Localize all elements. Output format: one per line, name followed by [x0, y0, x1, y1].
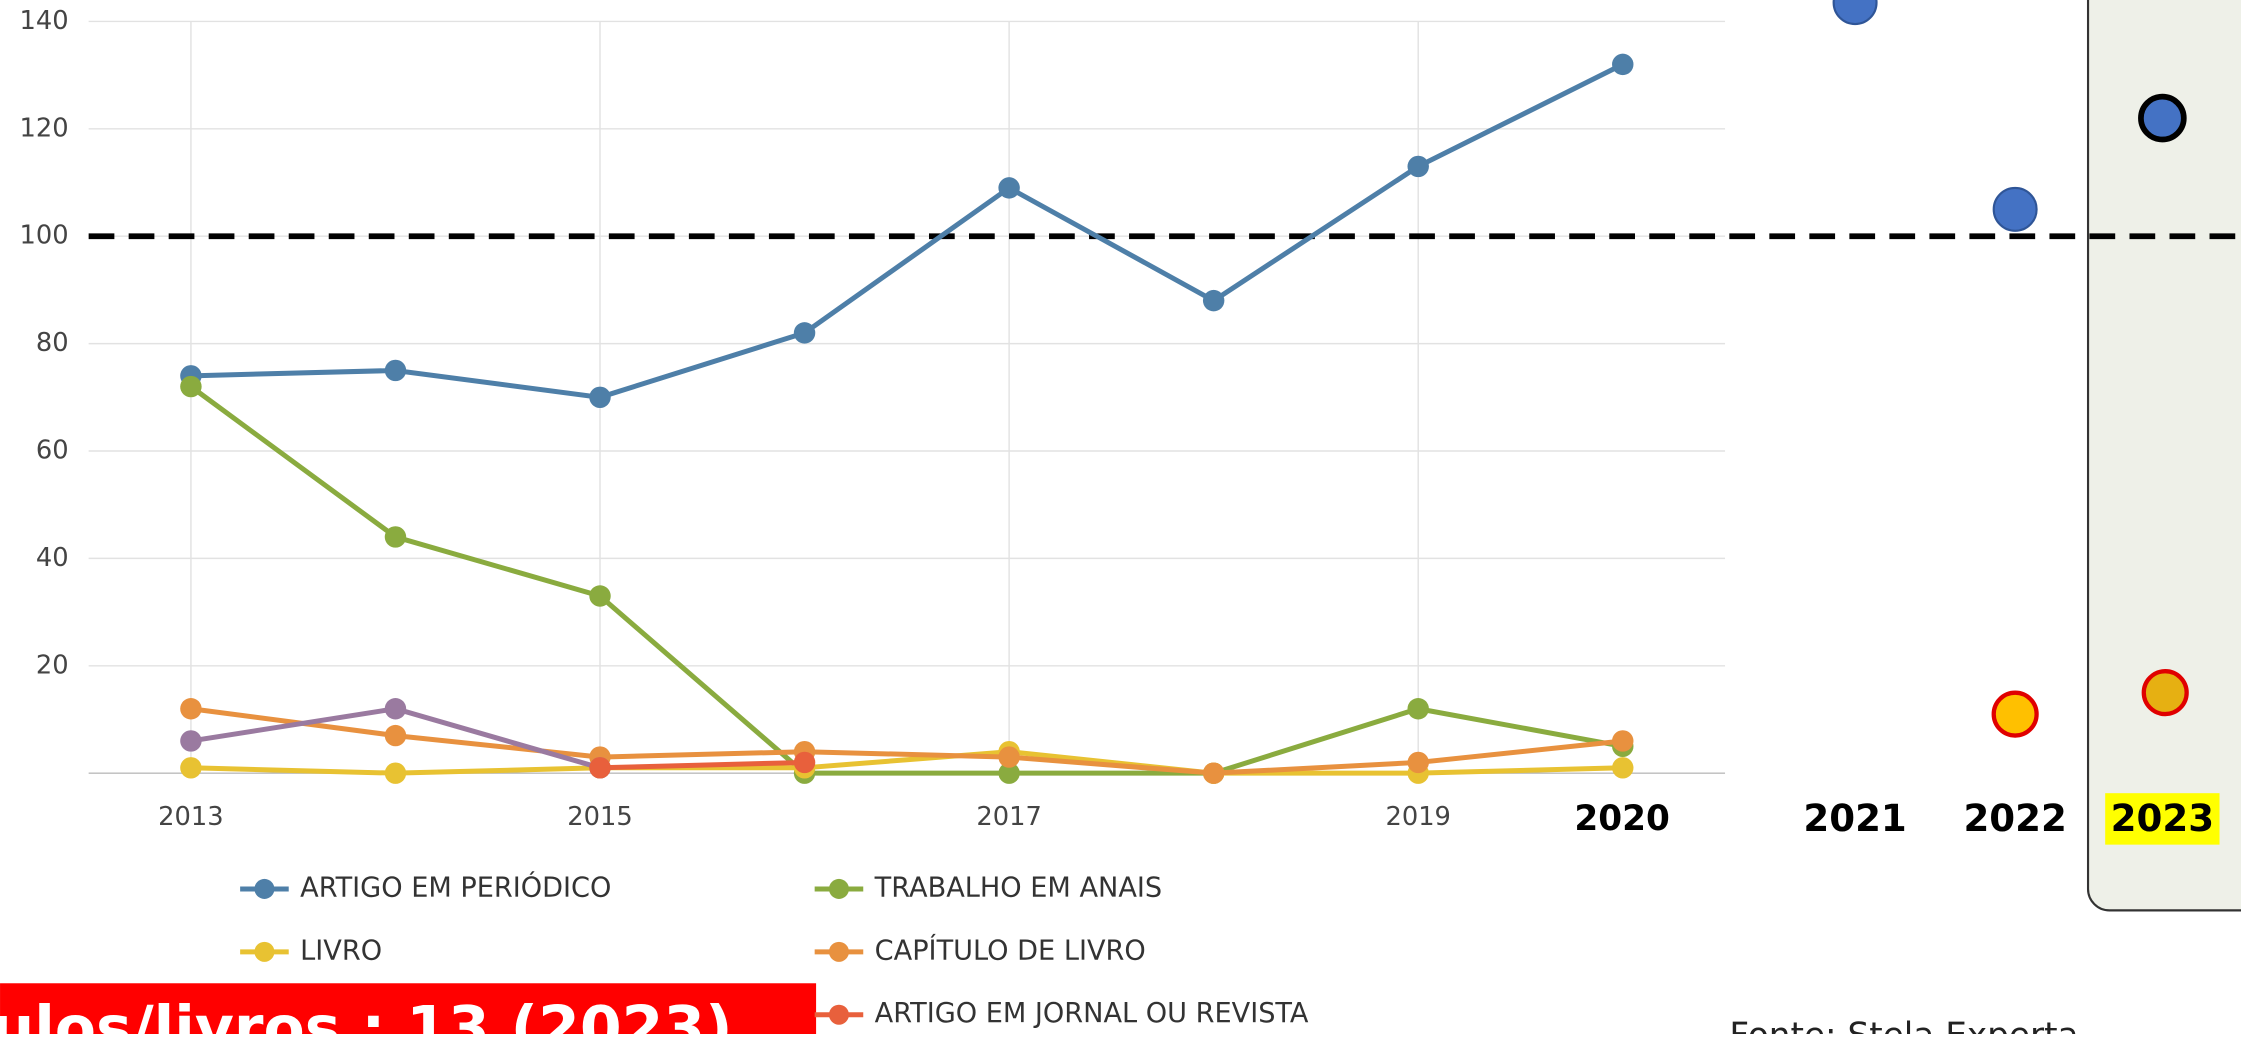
y-tick-label: 100: [20, 221, 69, 251]
data-point: [1407, 751, 1429, 774]
data-point: [1202, 762, 1225, 784]
projection-point: [1832, 0, 1878, 26]
legend-label: LIVRO: [300, 935, 382, 966]
projection-point: [2141, 669, 2189, 717]
series-line: [599, 759, 805, 771]
data-point: [589, 757, 611, 779]
legend-label: TRABALHO EM ANAIS: [874, 872, 1162, 903]
legend-swatch: [254, 878, 275, 899]
legend-label: ARTIGO EM JORNAL OU REVISTA: [875, 998, 1309, 1029]
data-point: [793, 322, 816, 344]
projection-year: 2023: [2111, 797, 2214, 840]
data-point: [1612, 730, 1634, 752]
data-point: [998, 746, 1020, 768]
legend-swatch: [828, 878, 849, 899]
banner: [0, 983, 817, 1038]
x-tick-label: 2013: [158, 802, 223, 832]
data-point: [384, 762, 407, 784]
projection-point: [1991, 690, 2039, 738]
projection-year: 2021: [1803, 797, 1906, 840]
x-tick-label: 2017: [976, 802, 1041, 832]
y-tick-label: 120: [20, 113, 69, 143]
data-point: [1407, 155, 1429, 178]
data-point: [180, 757, 202, 779]
highlight-box: [2086, 0, 2241, 912]
legend-label: CAPÍTULO DE LIVRO: [875, 934, 1146, 966]
data-point: [998, 762, 1020, 784]
series-line: [190, 749, 1623, 776]
data-point: [998, 177, 1020, 199]
data-point: [589, 585, 611, 607]
projection-point: [2138, 93, 2187, 143]
y-tick-label: 20: [36, 650, 69, 680]
data-point: [180, 698, 202, 720]
data-point: [1202, 289, 1225, 312]
data-point: [589, 386, 611, 409]
y-tick-label: 80: [36, 328, 69, 358]
x-tick-label: 2019: [1385, 802, 1450, 832]
data-point: [1612, 757, 1634, 779]
data-point: [384, 526, 407, 548]
series-line: [190, 706, 1624, 776]
y-tick-label: 60: [36, 436, 69, 466]
highlight-year: 2020: [1574, 799, 1669, 839]
year-highlight: [2105, 793, 2220, 845]
x-tick-label: 2015: [567, 802, 632, 832]
legend-swatch: [828, 1004, 849, 1025]
banner-text: ulos/livros : 13 (2023): [0, 993, 733, 1034]
data-point: [180, 730, 202, 752]
data-point: [384, 724, 407, 747]
data-point: [793, 751, 816, 774]
legend-swatch: [254, 941, 275, 962]
data-point: [384, 359, 407, 382]
legend-swatch: [828, 941, 849, 962]
source: Fonte: Stela Experta: [1729, 1016, 2078, 1034]
y-tick-label: 140: [20, 6, 69, 36]
y-tick-label: 40: [36, 543, 69, 573]
projection-year: 2022: [1963, 797, 2066, 840]
series-line: [189, 384, 1624, 776]
data-point: [180, 375, 202, 398]
legend-label: ARTIGO EM PERIÓDICO: [300, 871, 611, 903]
data-point: [1612, 53, 1634, 76]
data-point: [384, 698, 407, 720]
series-line: [190, 62, 1624, 400]
projection-point: [1992, 186, 2038, 232]
data-point: [1407, 698, 1429, 720]
